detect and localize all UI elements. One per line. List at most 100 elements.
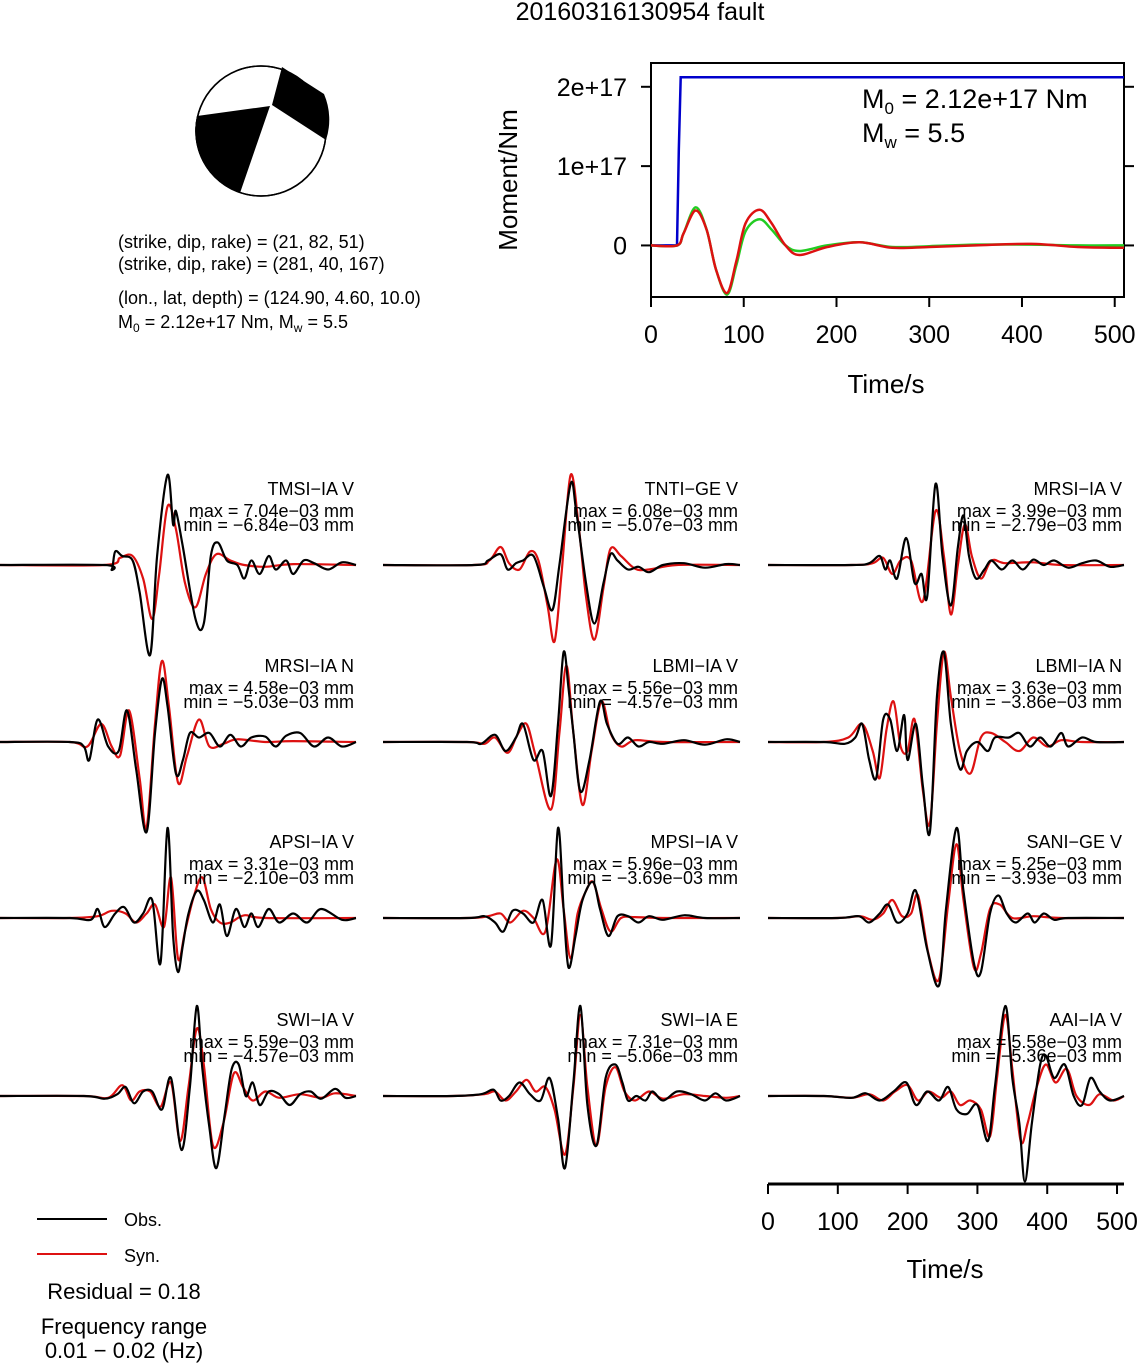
synthetic-trace xyxy=(382,858,741,960)
station-max: max = 5.25e−03 mm xyxy=(957,854,1122,874)
moment-xlabel: Time/s xyxy=(847,369,924,399)
station-min: min = −3.69e−03 mm xyxy=(567,868,738,888)
synthetic-trace xyxy=(0,659,357,830)
station-max: max = 5.59e−03 mm xyxy=(189,1032,354,1052)
station-max: max = 6.08e−03 mm xyxy=(573,501,738,521)
waveform-time-axis: Time/s 0 100 200 300 400 500 xyxy=(761,1182,1138,1284)
station-name: APSI−IA V xyxy=(269,832,354,852)
station-max: max = 5.96e−03 mm xyxy=(573,854,738,874)
moment-mw-annotation: Mw = 5.5 xyxy=(862,118,965,152)
station-min: min = −5.03e−03 mm xyxy=(183,692,354,712)
station-min: min = −5.07e−03 mm xyxy=(567,515,738,535)
beachball-icon xyxy=(195,65,330,197)
observed-trace xyxy=(0,473,357,657)
station-name: LBMI−IA V xyxy=(652,656,738,676)
plane1-text: (strike, dip, rake) = (21, 82, 51) xyxy=(118,232,365,252)
moment-xtick-label: 200 xyxy=(816,321,858,349)
station-min: min = −3.86e−03 mm xyxy=(951,692,1122,712)
legend: Obs. Syn. xyxy=(37,1210,162,1266)
residual-text: Residual = 0.18 xyxy=(47,1279,201,1304)
observed-trace xyxy=(382,1004,741,1170)
station-name: MRSI−IA N xyxy=(264,656,354,676)
waveform-xtick-label: 0 xyxy=(761,1208,775,1236)
station-name: SWI−IA E xyxy=(660,1010,738,1030)
mechanism-info: (strike, dip, rake) = (21, 82, 51) (stri… xyxy=(118,232,421,335)
moment-ytick-label: 1e+17 xyxy=(557,153,627,181)
synthetic-trace xyxy=(382,1013,741,1156)
waveform-xtick-label: 200 xyxy=(887,1208,929,1236)
observed-trace xyxy=(382,480,741,625)
moment-ticks: 0 100 200 300 400 500 0 1e+17 2e+17 xyxy=(557,74,1136,349)
station-max: max = 7.04e−03 mm xyxy=(189,501,354,521)
moment-xtick-label: 500 xyxy=(1094,321,1136,349)
moment-xtick-label: 100 xyxy=(723,321,765,349)
moment-plot-frame xyxy=(650,62,1125,298)
figure-title: 20160316130954 fault xyxy=(516,0,765,26)
moment-rate-line-red xyxy=(650,208,1125,295)
station-max: max = 5.58e−03 mm xyxy=(957,1032,1122,1052)
moment-ytick-label: 2e+17 xyxy=(557,74,627,102)
station-min: min = −3.93e−03 mm xyxy=(951,868,1122,888)
station-name: MPSI−IA V xyxy=(650,832,738,852)
station-min: min = −6.84e−03 mm xyxy=(183,515,354,535)
station-name: SANI−GE V xyxy=(1026,832,1122,852)
location-text: (lon., lat, depth) = (124.90, 4.60, 10.0… xyxy=(118,288,421,308)
observed-trace xyxy=(382,826,741,970)
frequency-label: Frequency range xyxy=(41,1314,207,1339)
station-name: AAI−IA V xyxy=(1049,1010,1122,1030)
moment-ytick-label: 0 xyxy=(613,232,627,260)
waveform-xlabel: Time/s xyxy=(906,1254,983,1284)
station-name: MRSI−IA V xyxy=(1033,479,1122,499)
station-max: max = 5.56e−03 mm xyxy=(573,678,738,698)
station-min: min = −2.10e−03 mm xyxy=(183,868,354,888)
waveform-xtick-label: 300 xyxy=(957,1208,999,1236)
moment-series xyxy=(650,76,1125,296)
station-name: TMSI−IA V xyxy=(267,479,354,499)
observed-trace xyxy=(0,677,357,834)
station-max: max = 3.63e−03 mm xyxy=(957,678,1122,698)
waveform-xtick-label: 400 xyxy=(1026,1208,1068,1236)
observed-trace xyxy=(0,826,357,974)
synthetic-trace xyxy=(767,650,1125,827)
frequency-value: 0.01 − 0.02 (Hz) xyxy=(45,1338,203,1363)
synthetic-trace xyxy=(0,503,357,621)
synthetic-trace xyxy=(382,664,741,811)
waveform-xtick-label: 500 xyxy=(1096,1208,1138,1236)
observed-trace xyxy=(767,1004,1125,1183)
station-max: max = 3.99e−03 mm xyxy=(957,501,1122,521)
station-min: min = −5.06e−03 mm xyxy=(567,1046,738,1066)
observed-trace xyxy=(0,1004,357,1170)
synthetic-trace xyxy=(382,473,741,644)
moment-text: M0 = 2.12e+17 Nm, Mw = 5.5 xyxy=(118,312,348,335)
station-name: SWI−IA V xyxy=(276,1010,354,1030)
moment-ylabel: Moment/Nm xyxy=(493,109,523,251)
station-name: TNTI−GE V xyxy=(644,479,738,499)
observed-trace xyxy=(382,650,741,798)
station-min: min = −5.36e−03 mm xyxy=(951,1046,1122,1066)
station-max: max = 7.31e−03 mm xyxy=(573,1032,738,1052)
moment-xtick-label: 0 xyxy=(644,321,658,349)
station-min: min = −4.57e−03 mm xyxy=(567,692,738,712)
legend-syn-label: Syn. xyxy=(124,1246,160,1266)
legend-obs-label: Obs. xyxy=(124,1210,162,1230)
moment-rate-line-green xyxy=(650,206,1125,296)
plane2-text: (strike, dip, rake) = (281, 40, 167) xyxy=(118,254,385,274)
moment-xtick-label: 300 xyxy=(908,321,950,349)
station-name: LBMI−IA N xyxy=(1035,656,1122,676)
moment-xtick-label: 400 xyxy=(1001,321,1043,349)
station-max: max = 4.58e−03 mm xyxy=(189,678,354,698)
moment-chart: 0 100 200 300 400 500 0 1e+17 2e+17 Moment/Nm Ti… xyxy=(493,62,1136,399)
